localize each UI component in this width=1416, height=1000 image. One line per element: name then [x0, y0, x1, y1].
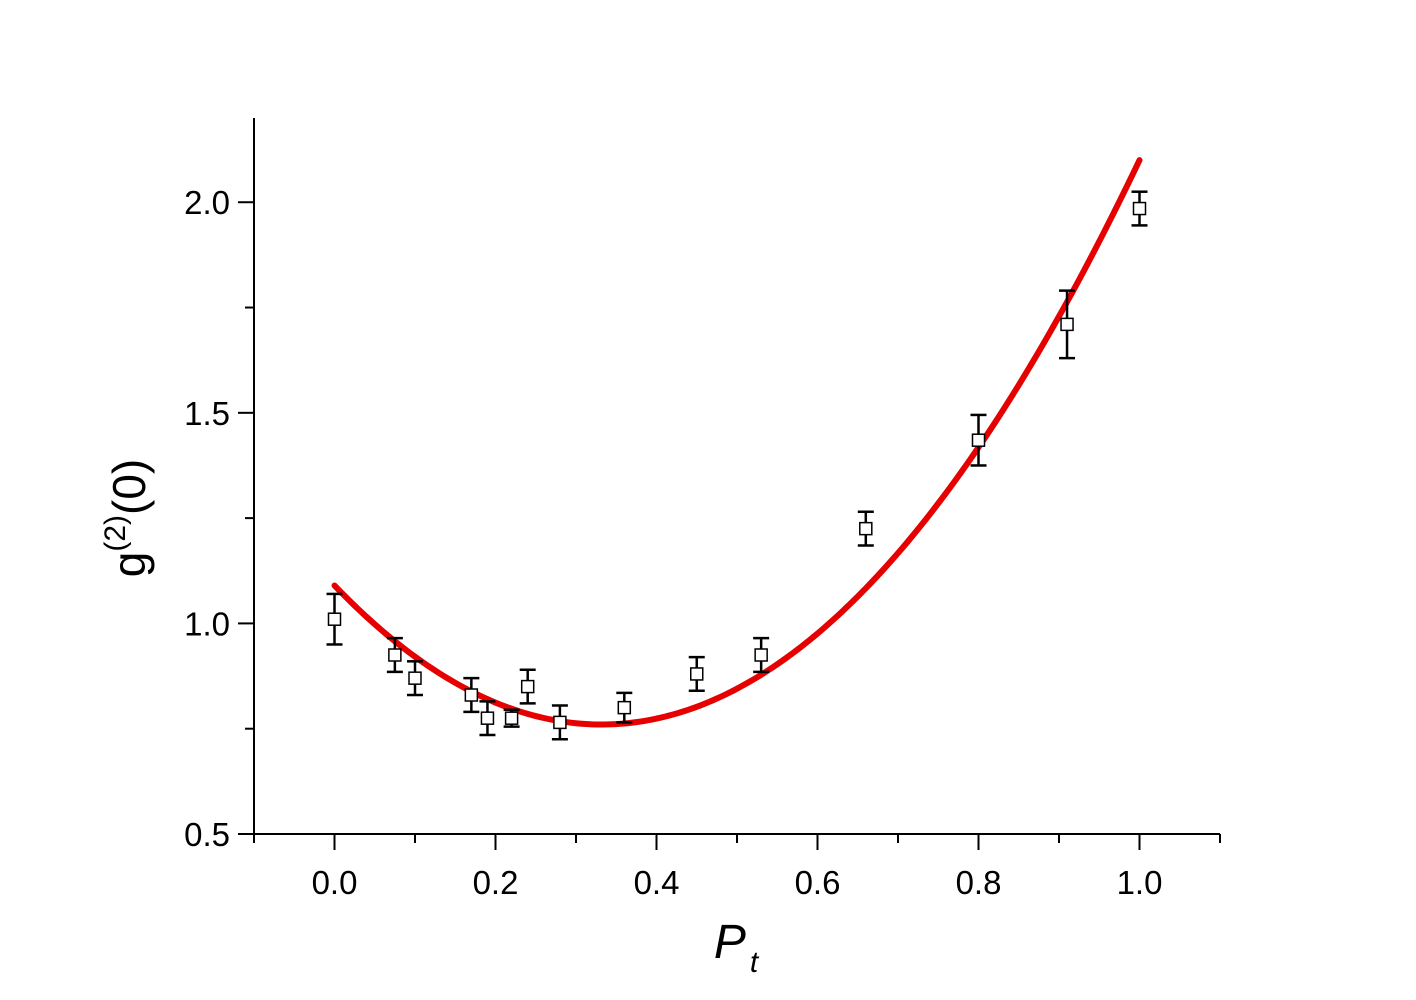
- y-axis-title-base: g: [103, 552, 155, 578]
- data-point: [553, 715, 567, 730]
- x-tick-label: 0.8: [956, 864, 1002, 901]
- x-tick-label: 0.6: [795, 864, 841, 901]
- ticks: [238, 201, 1221, 850]
- x-tick-label: 0.2: [473, 864, 519, 901]
- data-point: [480, 711, 495, 725]
- y-tick-label: 0.5: [184, 816, 230, 853]
- y-axis-title-sup: (2): [99, 515, 132, 552]
- axes: [253, 118, 1220, 835]
- data-point: [690, 667, 704, 681]
- x-axis-title-sub: t: [750, 946, 760, 979]
- y-tick-label: 1.5: [184, 395, 230, 432]
- data-point: [388, 648, 402, 662]
- data-point: [520, 679, 535, 694]
- fit-curve-layer: [331, 157, 1143, 728]
- y-tick-label: 1.0: [184, 605, 230, 642]
- fit-curve: [331, 157, 1143, 728]
- data-point: [327, 612, 342, 626]
- x-axis-title-base: P: [714, 916, 746, 969]
- x-tick-label: 0.0: [312, 864, 358, 901]
- y-axis-title-tail: (0): [103, 459, 155, 515]
- x-tick-label: 0.4: [634, 864, 680, 901]
- data-point: [464, 688, 479, 702]
- data-point: [1060, 317, 1074, 332]
- tick-labels: 0.0 0.2 0.4 0.6 0.8 1.0 0.5 1.0 1.5 2.0: [184, 184, 1162, 901]
- data-point: [971, 433, 986, 447]
- y-axis-title: g(2)(0): [99, 459, 155, 578]
- data-point: [1132, 201, 1147, 216]
- data-point: [408, 671, 422, 685]
- data-point: [754, 648, 768, 662]
- data-point: [617, 700, 632, 715]
- y-tick-label: 2.0: [184, 184, 230, 221]
- data-points-layer: [326, 190, 1148, 741]
- x-tick-label: 1.0: [1117, 864, 1163, 901]
- data-point: [859, 521, 873, 536]
- data-point: [504, 711, 519, 725]
